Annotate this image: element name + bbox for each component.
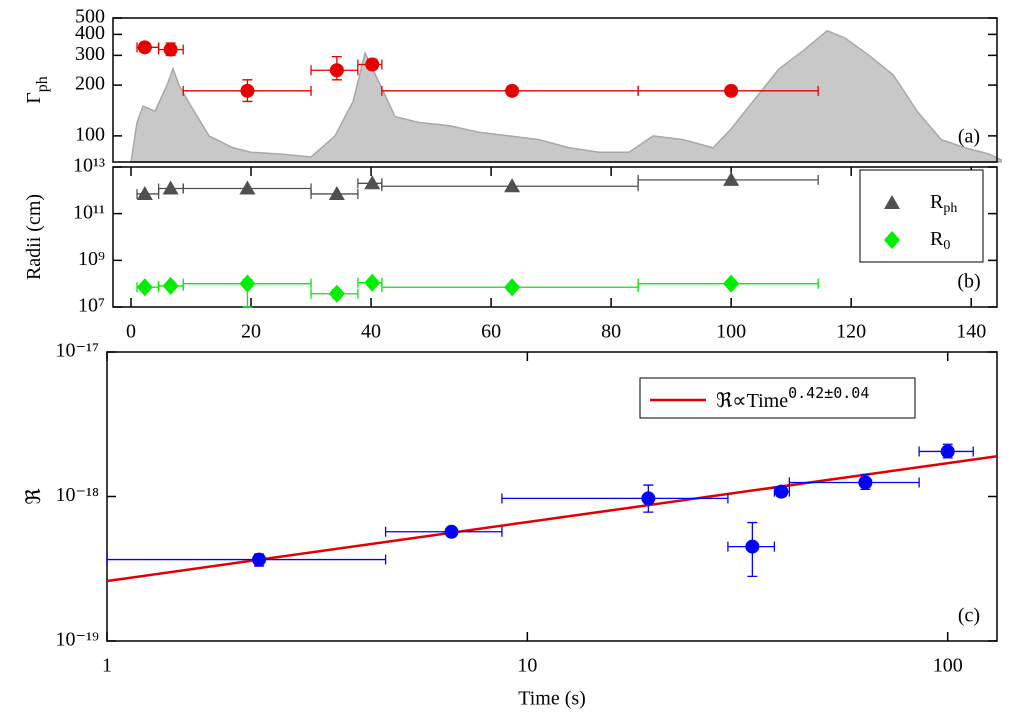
data-point: [137, 40, 152, 55]
y-tick-label: 10⁹: [78, 248, 105, 270]
data-point: [641, 491, 656, 506]
data-point: [364, 273, 381, 292]
x-tick-label: 1: [102, 655, 112, 677]
x-tick-label: 40: [361, 321, 381, 343]
y-axis-label: Radii (cm): [23, 194, 45, 280]
data-point: [239, 180, 256, 195]
data-point: [162, 276, 179, 295]
x-tick-label: 20: [241, 321, 261, 343]
y-axis-label-main: ℜ: [23, 488, 45, 505]
x-error-bar: [106, 554, 387, 565]
legend-name: R: [930, 191, 944, 213]
data-point: [136, 185, 153, 200]
data-point: [504, 178, 521, 193]
legend-label: Rph: [930, 191, 957, 217]
data-point: [723, 171, 740, 186]
y-tick-label: 10⁻¹⁷: [55, 340, 99, 362]
legend-name: ℜ∝Time: [716, 390, 788, 412]
y-tick-label: 10¹¹: [73, 201, 105, 223]
x-tick-label: 10: [517, 655, 537, 677]
x-tick-label: 140: [956, 321, 986, 343]
data-point: [136, 278, 153, 297]
y-axis-label: Γph: [23, 76, 51, 104]
data-point: [364, 175, 381, 190]
legend-sup: 0.42±0.04: [788, 384, 869, 402]
data-point: [240, 83, 255, 98]
data-point: [724, 83, 739, 98]
x-tick-label: 100: [933, 655, 963, 677]
x-tick-label: 100: [716, 321, 746, 343]
y-tick-label: 400: [75, 22, 105, 44]
y-axis-label-sub: ph: [34, 76, 51, 92]
legend-label: ℜ∝Time0.42±0.04: [716, 384, 869, 412]
legend-sub: ph: [943, 201, 957, 216]
plot-frame: [112, 17, 998, 163]
x-tick-label: 0: [126, 321, 136, 343]
legend-name: R: [930, 228, 944, 250]
data-point: [163, 42, 178, 57]
data-point: [328, 284, 345, 303]
data-point: [505, 83, 520, 98]
legend-box: [639, 377, 916, 419]
data-point: [252, 552, 267, 567]
x-tick-label: 120: [836, 321, 866, 343]
y-axis-label: ℜ: [23, 488, 45, 505]
panel-label: (c): [958, 605, 980, 627]
legend-sub: 0: [943, 238, 950, 253]
x-tick-label: 80: [601, 321, 621, 343]
y-axis-label-main: Γ: [23, 92, 45, 104]
data-point: [162, 180, 179, 195]
y-tick-label: 10¹³: [73, 155, 105, 177]
x-axis-label: Time (s): [518, 688, 586, 710]
x-error-bar: [384, 526, 503, 537]
y-axis-label-main: Radii (cm): [23, 194, 45, 280]
panel-label: (b): [957, 271, 980, 293]
legend-marker: [884, 195, 900, 209]
y-tick-label: 300: [75, 43, 105, 65]
x-error-bar: [501, 493, 729, 504]
data-point: [329, 63, 344, 78]
legend-marker: [884, 231, 900, 249]
legend-box: [859, 169, 984, 263]
y-tick-label: 500: [75, 6, 105, 28]
data-point: [365, 57, 380, 72]
panel-label: (a): [958, 126, 980, 148]
y-tick-label: 100: [75, 123, 105, 145]
data-point: [723, 274, 740, 293]
data-point: [940, 444, 955, 459]
data-point: [239, 274, 256, 293]
legend-label: R0: [930, 228, 950, 254]
plot-frame: [112, 166, 998, 308]
y-tick-label: 10⁻¹⁸: [55, 484, 99, 506]
x-error-bar: [788, 477, 920, 488]
data-point: [774, 484, 789, 499]
data-point: [504, 278, 521, 297]
x-tick-label: 60: [481, 321, 501, 343]
y-tick-label: 10⁷: [78, 295, 105, 317]
data-point: [858, 475, 873, 490]
data-point: [745, 539, 760, 554]
data-point: [444, 524, 459, 539]
data-point: [328, 185, 345, 200]
light-curve: [130, 29, 1002, 163]
y-tick-label: 200: [75, 73, 105, 95]
y-tick-label: 10⁻¹⁹: [55, 629, 99, 651]
